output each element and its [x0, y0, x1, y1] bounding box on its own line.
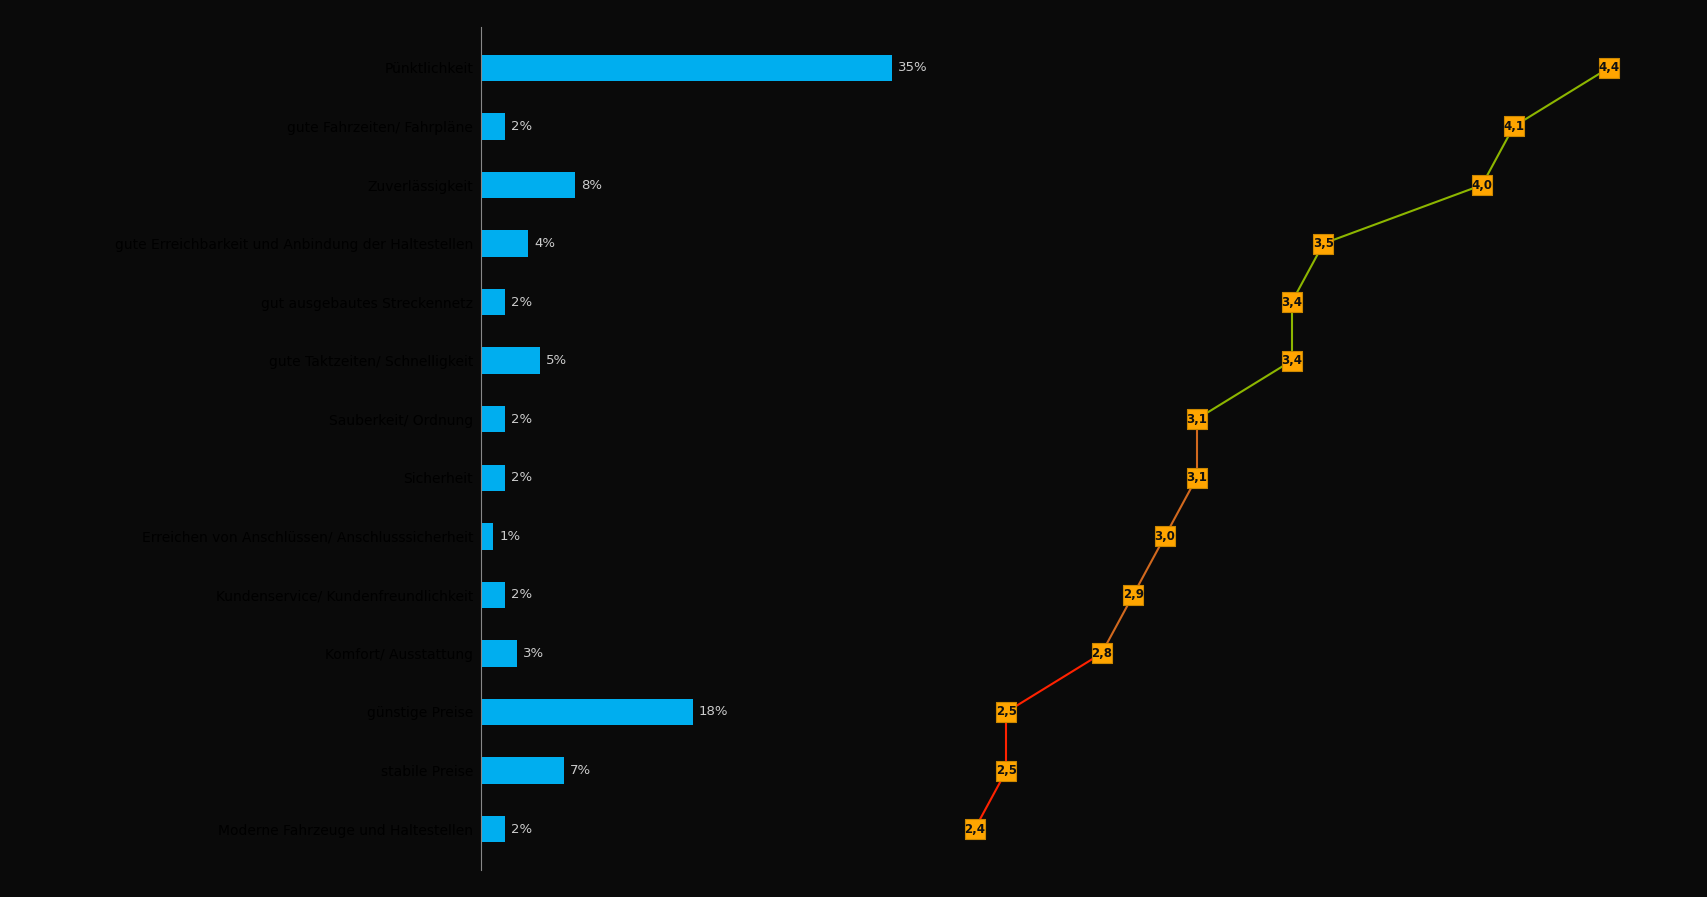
Text: 3,1: 3,1: [1186, 471, 1207, 484]
Bar: [481, 172, 575, 198]
Point: [1087, 646, 1115, 660]
Text: 2,4: 2,4: [964, 823, 985, 836]
Bar: [481, 640, 517, 666]
Bar: [481, 289, 505, 315]
Text: 2,8: 2,8: [1091, 647, 1111, 660]
Text: 7%: 7%: [570, 764, 591, 777]
Text: 4,4: 4,4: [1598, 61, 1620, 74]
Text: 3%: 3%: [522, 647, 545, 660]
Bar: [481, 231, 529, 257]
Text: 5%: 5%: [546, 354, 567, 367]
Text: 2%: 2%: [510, 471, 533, 484]
Text: 4,0: 4,0: [1471, 179, 1492, 191]
Bar: [481, 582, 505, 608]
Text: 3,5: 3,5: [1313, 237, 1333, 250]
Text: 2,9: 2,9: [1123, 588, 1144, 601]
Point: [1151, 529, 1178, 544]
Bar: [481, 523, 493, 550]
Point: [1183, 412, 1210, 426]
Point: [1279, 295, 1306, 309]
Point: [1279, 353, 1306, 368]
Text: 3,0: 3,0: [1154, 530, 1176, 543]
Point: [1594, 61, 1622, 75]
Bar: [481, 347, 539, 374]
Bar: [481, 465, 505, 491]
Text: 2,5: 2,5: [995, 706, 1017, 718]
Text: 18%: 18%: [698, 706, 729, 718]
Text: 2%: 2%: [510, 120, 533, 133]
Text: 8%: 8%: [582, 179, 603, 191]
Bar: [481, 816, 505, 842]
Text: 2%: 2%: [510, 823, 533, 836]
Bar: [481, 55, 893, 81]
Point: [993, 705, 1021, 719]
Text: 2%: 2%: [510, 413, 533, 426]
Text: 2%: 2%: [510, 296, 533, 309]
Text: 3,1: 3,1: [1186, 413, 1207, 426]
Point: [1120, 588, 1147, 602]
Text: 2,5: 2,5: [995, 764, 1017, 777]
Text: 35%: 35%: [898, 61, 929, 74]
Point: [961, 822, 988, 836]
Text: 4%: 4%: [534, 237, 555, 250]
Text: 3,4: 3,4: [1282, 354, 1302, 367]
Text: 1%: 1%: [498, 530, 521, 543]
Bar: [481, 406, 505, 432]
Text: 4,1: 4,1: [1504, 120, 1524, 133]
Point: [1309, 237, 1337, 251]
Point: [1500, 119, 1528, 134]
Text: 3,4: 3,4: [1282, 296, 1302, 309]
Point: [993, 763, 1021, 778]
Bar: [481, 699, 693, 725]
Point: [1183, 471, 1210, 485]
Point: [1468, 178, 1495, 192]
Bar: [481, 113, 505, 140]
Bar: [481, 757, 563, 784]
Text: 2%: 2%: [510, 588, 533, 601]
